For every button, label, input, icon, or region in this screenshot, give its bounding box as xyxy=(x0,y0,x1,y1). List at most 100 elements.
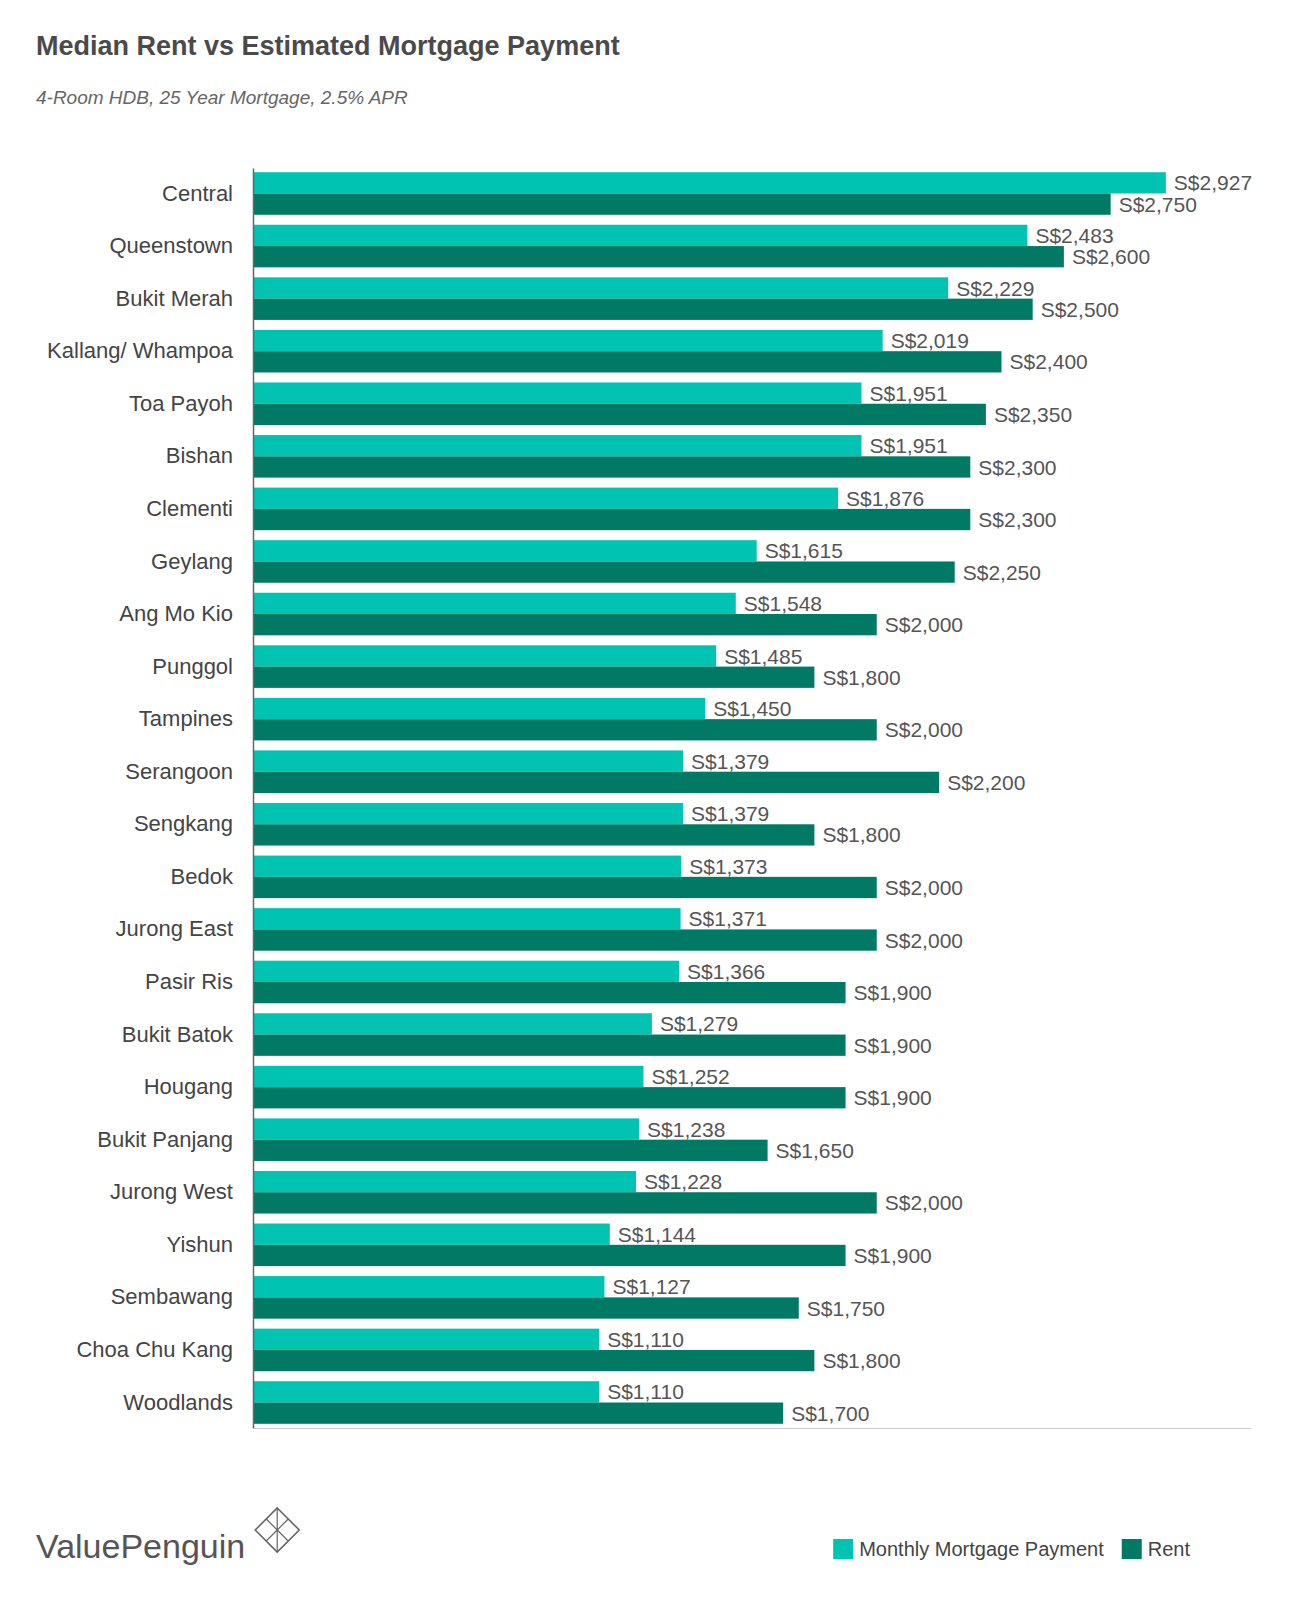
data-label: S$2,000 xyxy=(885,929,963,952)
logo-icon xyxy=(255,1508,299,1552)
series-bars xyxy=(253,193,1111,1423)
series-bars xyxy=(253,172,1166,1402)
bar xyxy=(253,929,877,950)
bar xyxy=(253,561,955,582)
logo-shape xyxy=(255,1508,299,1552)
bars xyxy=(253,172,1166,1424)
data-labels: S$2,927S$2,483S$2,229S$2,019S$1,951S$1,9… xyxy=(607,171,1252,1424)
data-label: S$1,800 xyxy=(822,666,900,689)
x-axis xyxy=(254,1428,1252,1429)
plot: S$2,927S$2,483S$2,229S$2,019S$1,951S$1,9… xyxy=(47,169,1252,1429)
tick: Hougang xyxy=(144,1074,253,1099)
bar xyxy=(253,193,1111,214)
data-label: S$2,300 xyxy=(978,456,1056,479)
data-label: S$1,238 xyxy=(647,1118,725,1141)
data-label: S$2,200 xyxy=(947,771,1025,794)
bar xyxy=(253,299,1033,320)
tick: Choa Chu Kang xyxy=(76,1337,253,1362)
data-label: S$1,876 xyxy=(846,487,924,510)
bar xyxy=(253,1118,639,1139)
legend-swatch xyxy=(833,1539,853,1559)
data-label: S$2,927 xyxy=(1174,171,1252,194)
bar xyxy=(253,540,757,561)
tick: Queenstown xyxy=(109,233,253,258)
bar xyxy=(253,225,1027,246)
data-label: S$2,400 xyxy=(1010,350,1088,373)
y-axis: CentralQueenstownBukit MerahKallang/ Wha… xyxy=(47,169,253,1429)
tick-label: Choa Chu Kang xyxy=(76,1337,233,1362)
bar xyxy=(253,982,846,1003)
data-label: S$1,366 xyxy=(687,960,765,983)
data-label: S$2,000 xyxy=(885,1191,963,1214)
data-label: S$2,000 xyxy=(885,718,963,741)
data-label: S$1,951 xyxy=(869,382,947,405)
tick: Bukit Batok xyxy=(122,1022,253,1047)
data-label: S$1,379 xyxy=(691,750,769,773)
axis-line xyxy=(253,169,255,1429)
tick-label: Central xyxy=(162,181,233,206)
tick-label: Geylang xyxy=(151,548,233,573)
tick: Toa Payoh xyxy=(129,391,253,416)
bar xyxy=(253,645,716,666)
bar xyxy=(253,1224,610,1245)
tick-label: Bishan xyxy=(166,443,233,468)
subtitle: 4-Room HDB, 25 Year Mortgage, 2.5% APR xyxy=(36,87,408,108)
tick-label: Yishun xyxy=(167,1232,233,1257)
tick-label: Serangoon xyxy=(125,759,233,784)
tick-label: Clementi xyxy=(146,496,233,521)
bar xyxy=(253,698,705,719)
tick-label: Sengkang xyxy=(134,811,233,836)
bar xyxy=(253,1013,652,1034)
tick-label: Bukit Panjang xyxy=(97,1127,233,1152)
bar xyxy=(253,1403,783,1424)
tick: Bishan xyxy=(166,443,253,468)
data-label: S$1,900 xyxy=(854,1034,932,1057)
bar xyxy=(253,803,683,824)
bar xyxy=(253,1276,604,1297)
tick-label: Woodlands xyxy=(123,1390,233,1415)
bar xyxy=(253,1066,643,1087)
tick-label: Pasir Ris xyxy=(145,969,233,994)
legend-label: Monthly Mortgage Payment xyxy=(859,1538,1104,1560)
bar xyxy=(253,908,681,929)
data-label: S$1,228 xyxy=(644,1170,722,1193)
data-label: S$2,000 xyxy=(885,613,963,636)
data-label: S$1,279 xyxy=(660,1012,738,1035)
tick: Bedok xyxy=(171,864,253,889)
data-label: S$1,252 xyxy=(651,1065,729,1088)
bar xyxy=(253,246,1064,267)
tick: Punggol xyxy=(152,654,253,679)
bar xyxy=(253,614,877,635)
data-label: S$1,485 xyxy=(724,645,802,668)
chart: Median Rent vs Estimated Mortgage Paymen… xyxy=(0,0,1294,1600)
tick: Ang Mo Kio xyxy=(119,601,253,626)
bar xyxy=(253,1192,877,1213)
data-label: S$1,750 xyxy=(807,1297,885,1320)
tick-label: Punggol xyxy=(152,654,233,679)
data-label: S$2,500 xyxy=(1041,298,1119,321)
data-label: S$1,800 xyxy=(822,1349,900,1372)
data-label: S$1,110 xyxy=(607,1380,684,1403)
tick: Bukit Panjang xyxy=(97,1127,253,1152)
data-label: S$2,229 xyxy=(956,277,1034,300)
bar xyxy=(253,593,736,614)
bar xyxy=(253,1297,799,1318)
bar xyxy=(253,961,679,982)
bar xyxy=(253,172,1166,193)
data-label: S$1,127 xyxy=(612,1275,690,1298)
tick-label: Kallang/ Whampoa xyxy=(47,338,234,363)
bar xyxy=(253,351,1002,372)
data-label: S$2,750 xyxy=(1119,193,1197,216)
bar xyxy=(253,824,814,845)
tick-label: Ang Mo Kio xyxy=(119,601,233,626)
legend: Monthly Mortgage PaymentRent xyxy=(833,1538,1190,1560)
tick: Kallang/ Whampoa xyxy=(47,338,253,363)
bar xyxy=(253,772,939,793)
data-label: S$2,483 xyxy=(1035,224,1113,247)
bar xyxy=(253,856,681,877)
tick-label: Jurong West xyxy=(110,1179,233,1204)
bar xyxy=(253,1245,846,1266)
bar xyxy=(253,1035,846,1056)
data-label: S$2,250 xyxy=(963,561,1041,584)
tick: Pasir Ris xyxy=(145,969,253,994)
